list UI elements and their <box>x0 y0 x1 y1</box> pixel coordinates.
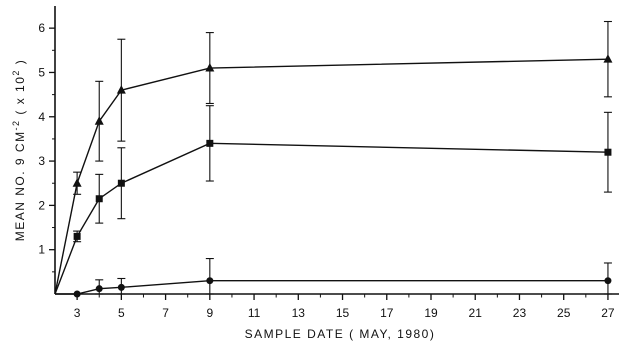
y-tick-label: 1 <box>38 243 45 257</box>
y-axis-title-end: ) <box>13 59 27 69</box>
data-point-circle <box>95 285 103 293</box>
data-point-circle <box>73 290 81 298</box>
x-tick-label: 23 <box>513 306 527 320</box>
y-tick-label: 3 <box>38 154 45 168</box>
data-point-square <box>95 195 103 203</box>
data-point-circle <box>117 283 125 291</box>
data-point-triangle <box>72 178 82 187</box>
x-tick-label: 17 <box>380 306 394 320</box>
series-line-circle <box>55 280 608 295</box>
x-tick-label: 13 <box>292 306 306 320</box>
series-circle <box>55 258 612 298</box>
x-tick-label: 11 <box>248 306 261 320</box>
data-point-triangle <box>94 116 104 125</box>
x-tick-label: 9 <box>206 306 213 320</box>
x-tick-label: 5 <box>118 306 125 320</box>
series-square <box>54 105 612 295</box>
y-axis-title: MEAN NO. 9 CM-2 ( x 102 ) <box>11 59 27 242</box>
x-tick-label: 3 <box>74 306 81 320</box>
y-axis-title-mid: ( x 10 <box>13 76 27 120</box>
series-triangle <box>54 20 613 295</box>
data-point-circle <box>604 277 612 285</box>
y-axis-title-exp1: -2 <box>11 119 21 130</box>
y-tick-label: 5 <box>38 65 45 79</box>
data-point-circle <box>206 277 214 285</box>
series-layer <box>54 20 613 298</box>
x-tick-label: 7 <box>162 306 169 320</box>
x-tick-label: 19 <box>424 306 438 320</box>
x-tick-label: 21 <box>469 306 483 320</box>
data-point-square <box>73 232 81 240</box>
series-line-square <box>54 142 608 295</box>
data-point-square <box>206 139 214 147</box>
y-tick-label: 2 <box>38 198 45 212</box>
data-point-triangle <box>116 85 126 94</box>
y-ticks-group: 1 2 3 4 5 6 <box>38 21 55 273</box>
y-tick-label: 4 <box>38 110 45 124</box>
series-line-triangle <box>54 58 608 295</box>
data-point-square <box>117 179 125 187</box>
y-axis-title-main: MEAN NO. 9 CM <box>13 130 27 241</box>
axes-group <box>54 6 619 295</box>
x-ticks-group: 3 5 7 9 11 13 15 17 19 21 23 25 27 <box>74 294 615 320</box>
data-point-triangle <box>603 54 613 63</box>
x-tick-label: 27 <box>601 306 615 320</box>
y-axis-title-exp2: 2 <box>11 69 21 76</box>
data-point-square <box>604 148 612 156</box>
x-axis-title: SAMPLE DATE ( MAY, 1980) <box>245 327 436 341</box>
x-tick-label: 15 <box>336 306 350 320</box>
data-point-triangle <box>205 63 215 72</box>
y-tick-label: 6 <box>38 21 45 35</box>
x-tick-label: 25 <box>557 306 571 320</box>
